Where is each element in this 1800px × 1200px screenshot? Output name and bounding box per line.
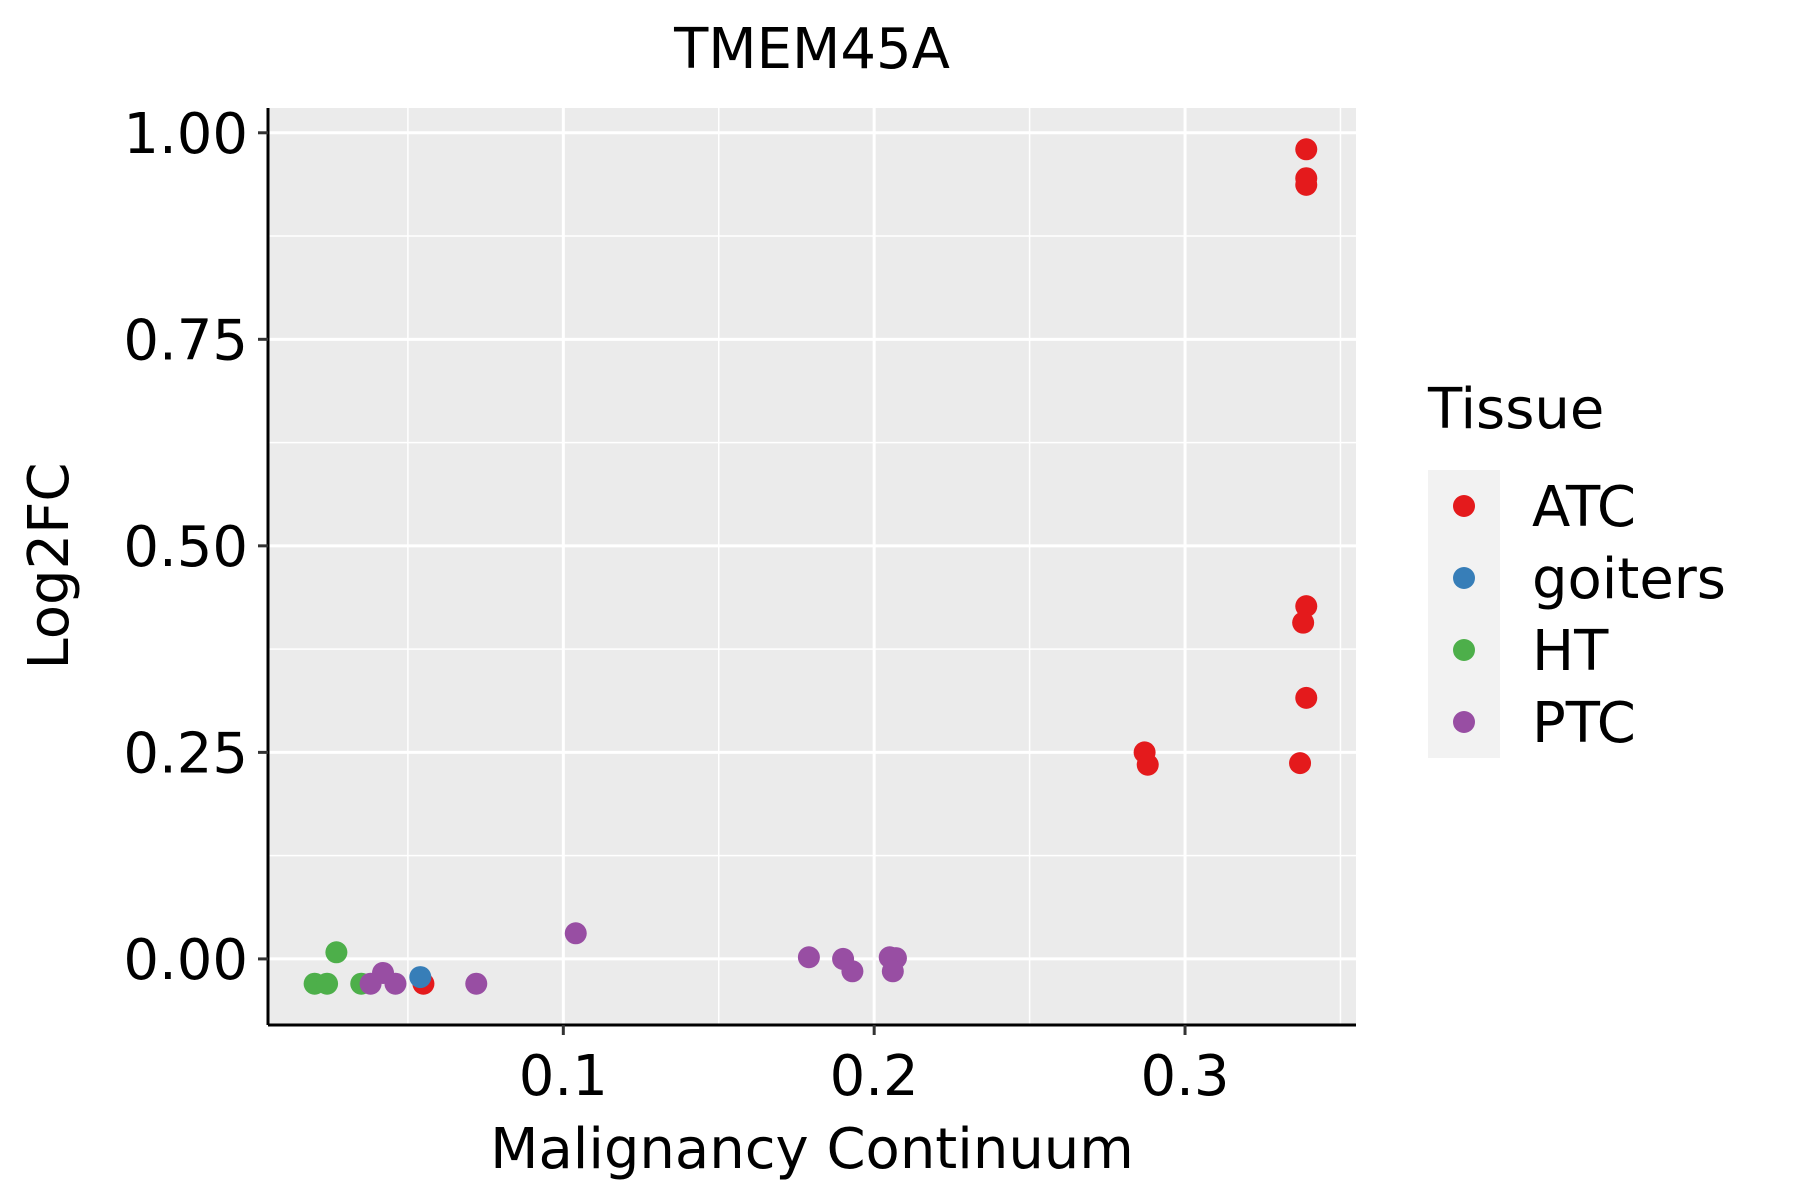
y-tick-label: 0.75 xyxy=(123,308,248,373)
point-ht xyxy=(325,941,348,964)
x-axis-ticks: 0.1 0.2 0.3 xyxy=(519,1025,1230,1109)
data-points xyxy=(303,138,1318,995)
legend-title: Tissue xyxy=(1427,377,1604,442)
y-tick-label: 1.00 xyxy=(123,102,248,167)
point-ptc xyxy=(841,960,864,983)
legend: Tissue ATC goiters HT PTC xyxy=(1427,377,1726,758)
grid-major xyxy=(268,108,1356,1025)
x-axis-title: Malignancy Continuum xyxy=(490,1117,1134,1182)
legend-key-atc xyxy=(1453,495,1475,517)
y-axis-title: Log2FC xyxy=(17,463,82,670)
y-tick-label: 0.00 xyxy=(123,928,248,993)
point-ht xyxy=(316,972,339,995)
y-axis-ticks: 0.00 0.25 0.50 0.75 1.00 xyxy=(123,102,268,993)
point-ptc xyxy=(384,972,407,995)
y-tick-label: 0.50 xyxy=(123,515,248,580)
chart-title: TMEM45A xyxy=(673,17,950,82)
legend-key-goiters xyxy=(1453,567,1475,589)
point-ptc xyxy=(465,972,488,995)
legend-items: ATC goiters HT PTC xyxy=(1453,475,1726,756)
legend-label-goiters: goiters xyxy=(1532,547,1726,612)
legend-label-atc: ATC xyxy=(1532,475,1636,540)
point-atc xyxy=(1295,138,1318,161)
point-ptc xyxy=(564,922,587,945)
legend-key-ptc xyxy=(1453,711,1475,733)
y-tick-label: 0.25 xyxy=(123,721,248,786)
point-ptc xyxy=(881,960,904,983)
legend-key-ht xyxy=(1453,639,1475,661)
point-atc xyxy=(1292,611,1315,634)
point-atc xyxy=(1295,595,1318,618)
point-ptc xyxy=(797,946,820,969)
legend-label-ptc: PTC xyxy=(1532,691,1636,756)
plot-panel xyxy=(268,108,1356,1025)
legend-key-background xyxy=(1428,470,1500,758)
legend-label-ht: HT xyxy=(1532,619,1609,684)
grid-minor xyxy=(268,108,1356,1025)
x-tick-label: 0.3 xyxy=(1140,1044,1229,1109)
point-atc xyxy=(1136,753,1159,776)
point-atc xyxy=(1295,686,1318,709)
point-atc xyxy=(1295,173,1318,196)
point-atc xyxy=(1289,752,1312,775)
x-tick-label: 0.2 xyxy=(830,1044,919,1109)
x-tick-label: 0.1 xyxy=(519,1044,608,1109)
point-goiters xyxy=(409,966,432,989)
